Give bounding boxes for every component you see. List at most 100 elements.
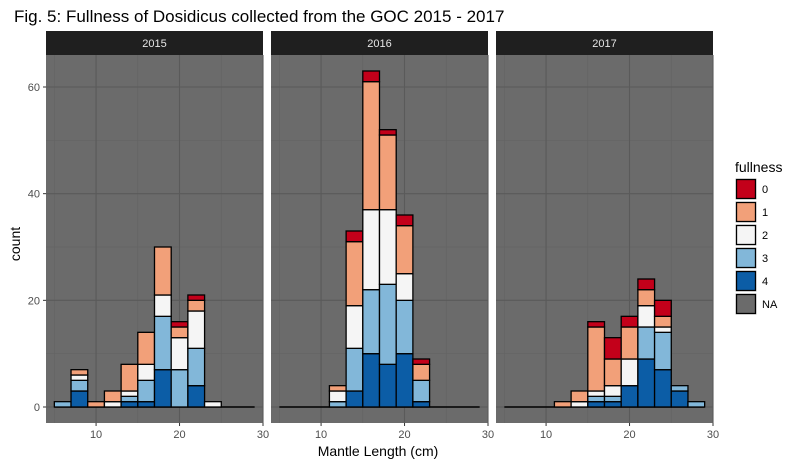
bar-segment-fullness-1 bbox=[345, 241, 364, 307]
facet-panel-2016: 2016 10 20 30 bbox=[271, 31, 494, 441]
bar-segment-fullness-0 bbox=[345, 230, 364, 243]
bar-segment-fullness-3 bbox=[378, 283, 397, 365]
bar-segment-fullness-3 bbox=[328, 401, 347, 408]
bar-segment-fullness-4 bbox=[395, 353, 414, 408]
bar-segment-fullness-2 bbox=[620, 358, 639, 387]
legend-label: 3 bbox=[762, 253, 768, 265]
x-axis-label: Mantle Length (cm) bbox=[318, 443, 439, 459]
bar-segment-fullness-3 bbox=[362, 289, 381, 355]
bar-segment-fullness-0 bbox=[587, 321, 606, 328]
bar-segment-fullness-2 bbox=[637, 305, 656, 328]
bar-segment-fullness-4 bbox=[670, 390, 689, 408]
legend-label: 4 bbox=[762, 276, 768, 288]
facet-strip-label: 2015 bbox=[142, 38, 166, 50]
bar-segment-fullness-0 bbox=[378, 129, 397, 136]
facet-strip-label: 2016 bbox=[367, 38, 391, 50]
bar-segment-fullness-4 bbox=[345, 390, 364, 408]
bar-segment-fullness-2 bbox=[603, 385, 622, 397]
bar-segment-fullness-4 bbox=[362, 353, 381, 408]
bar-segment-fullness-3 bbox=[395, 299, 414, 355]
bar-segment-fullness-1 bbox=[170, 326, 189, 339]
x-tick-label: 10 bbox=[90, 429, 102, 441]
bar-segment-fullness-2 bbox=[203, 401, 222, 408]
x-tick-label: 30 bbox=[707, 429, 719, 441]
bar-segment-fullness-1 bbox=[395, 225, 414, 275]
bar-segment-fullness-0 bbox=[395, 214, 414, 227]
x-tick-label: 20 bbox=[398, 429, 410, 441]
bar-segment-fullness-2 bbox=[120, 390, 139, 397]
bar-segment-fullness-1 bbox=[103, 390, 122, 403]
facet-strip-label: 2017 bbox=[592, 38, 616, 50]
facet-panel-2017: 2017 10 20 30 bbox=[496, 31, 719, 441]
chart-title: Fig. 5: Fullness of Dosidicus collected … bbox=[14, 7, 504, 26]
bar-segment-fullness-2 bbox=[653, 326, 672, 333]
bar-segment-fullness-3 bbox=[170, 369, 189, 408]
bar-segment-fullness-3 bbox=[187, 347, 206, 387]
bar-segment-fullness-3 bbox=[687, 401, 706, 408]
legend-key-fullness-NA bbox=[735, 293, 757, 315]
x-tick-label: 10 bbox=[540, 429, 552, 441]
bar-segment-fullness-4 bbox=[603, 401, 622, 408]
bar-segment-fullness-2 bbox=[70, 374, 89, 381]
bar-segment-fullness-0 bbox=[637, 278, 656, 291]
bar-segment-fullness-1 bbox=[378, 134, 397, 211]
bar-segment-fullness-1 bbox=[87, 401, 106, 408]
bar-segment-fullness-4 bbox=[587, 401, 606, 408]
bar-segment-fullness-4 bbox=[137, 401, 156, 408]
bar-segment-fullness-1 bbox=[570, 390, 589, 403]
bar-segment-fullness-4 bbox=[153, 369, 172, 408]
x-tick-label: 20 bbox=[623, 429, 635, 441]
bar-segment-fullness-3 bbox=[653, 331, 672, 371]
bar-segment-fullness-4 bbox=[120, 401, 139, 408]
bar-segment-fullness-1 bbox=[603, 358, 622, 387]
bar-segment-fullness-1 bbox=[153, 246, 172, 296]
bar-segment-fullness-0 bbox=[362, 70, 381, 83]
bar-segment-fullness-0 bbox=[620, 315, 639, 328]
bar-segment-fullness-4 bbox=[378, 363, 397, 408]
bar-segment-fullness-1 bbox=[637, 289, 656, 307]
bar-segment-fullness-2 bbox=[362, 209, 381, 291]
bar-segment-fullness-3 bbox=[603, 395, 622, 403]
bar-segment-fullness-0 bbox=[187, 294, 206, 301]
facet-panel-2015: 2015 10 20 30 bbox=[46, 31, 269, 441]
bar-segment-fullness-4 bbox=[412, 401, 431, 408]
bar-segment-fullness-3 bbox=[137, 379, 156, 403]
bar-segment-fullness-2 bbox=[137, 363, 156, 381]
legend-key-fullness-0 bbox=[735, 178, 757, 200]
x-tick-label: 20 bbox=[173, 429, 185, 441]
y-tick-label: 20 bbox=[28, 295, 40, 307]
legend-label: 1 bbox=[762, 207, 768, 219]
bar-segment-fullness-2 bbox=[570, 401, 589, 408]
facet-panels: 0 20 40 60 2015 10 20 30 2016 10 20 30 2017 10 20 30 bbox=[28, 31, 719, 441]
bar-segment-fullness-2 bbox=[395, 273, 414, 301]
bar-segment-fullness-1 bbox=[412, 363, 431, 381]
y-tick-label: 40 bbox=[28, 189, 40, 201]
legend-title: fullness bbox=[735, 159, 782, 175]
y-tick-label: 0 bbox=[34, 402, 40, 414]
bar-segment-fullness-2 bbox=[378, 209, 397, 285]
x-tick-label: 30 bbox=[482, 429, 494, 441]
legend-key-fullness-1 bbox=[735, 201, 757, 223]
bar-segment-fullness-3 bbox=[70, 379, 89, 392]
bar-segment-fullness-3 bbox=[412, 379, 431, 403]
bar-segment-fullness-3 bbox=[120, 395, 139, 403]
bar-segment-fullness-1 bbox=[70, 369, 89, 376]
bar-segment-fullness-1 bbox=[328, 385, 347, 392]
bar-segment-fullness-2 bbox=[345, 305, 364, 349]
bar-segment-fullness-4 bbox=[653, 369, 672, 408]
legend-label: NA bbox=[762, 299, 778, 311]
y-axis-label: count bbox=[7, 227, 23, 261]
bar-segment-fullness-4 bbox=[620, 385, 639, 408]
bar-segment-fullness-3 bbox=[345, 347, 364, 392]
bar-segment-fullness-0 bbox=[170, 321, 189, 328]
bar-segment-fullness-4 bbox=[637, 358, 656, 408]
facet-strip bbox=[496, 31, 713, 55]
legend-key-fullness-4 bbox=[735, 270, 757, 292]
bar-segment-fullness-4 bbox=[70, 390, 89, 408]
legend-label: 2 bbox=[762, 230, 768, 242]
bar-segment-fullness-2 bbox=[153, 294, 172, 317]
x-tick-label: 30 bbox=[257, 429, 269, 441]
bar-segment-fullness-1 bbox=[120, 363, 139, 392]
bar-segment-fullness-3 bbox=[153, 315, 172, 371]
